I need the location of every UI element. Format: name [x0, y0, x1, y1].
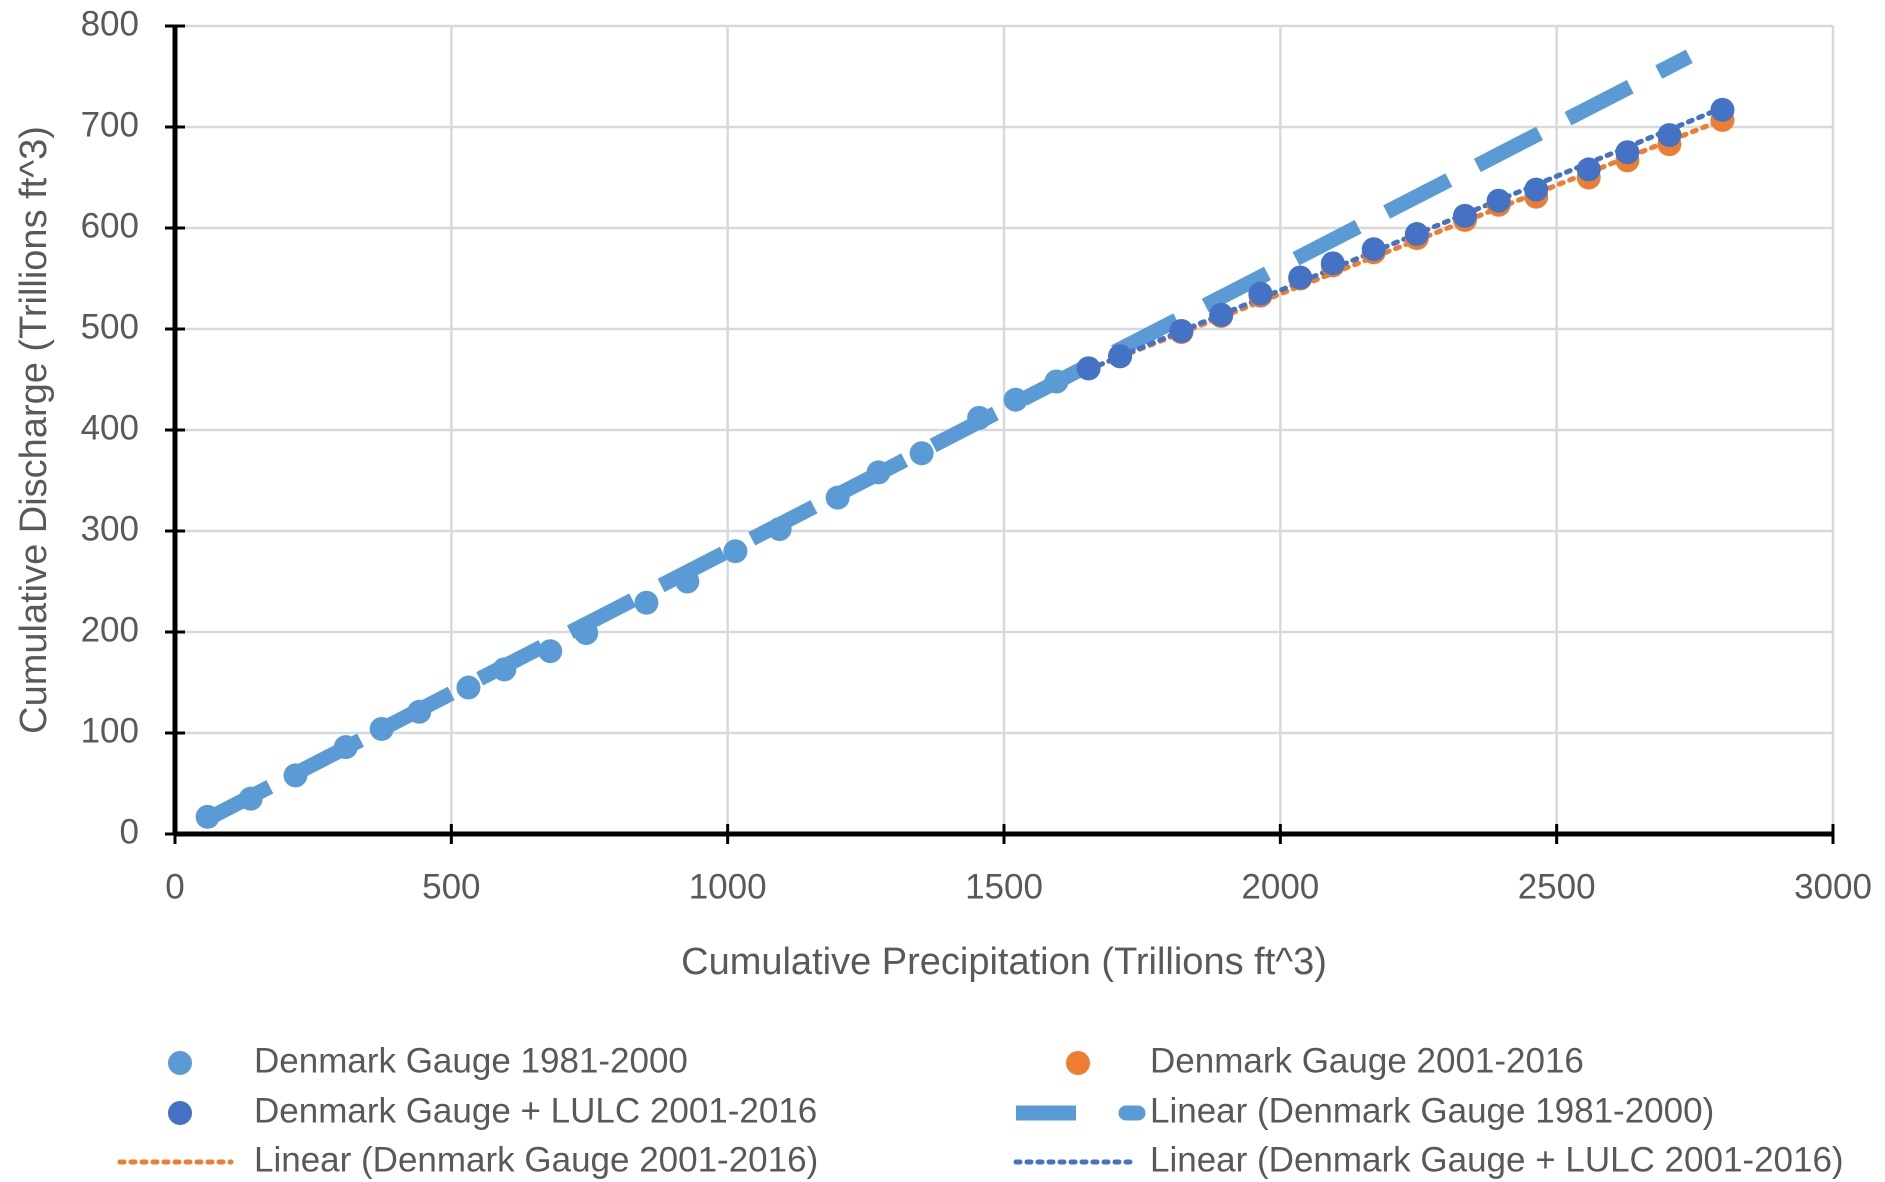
x-tick-label: 500	[422, 867, 480, 906]
legend-label: Denmark Gauge 1981-2000	[254, 1041, 688, 1080]
point	[1486, 188, 1511, 213]
legend-item: Denmark Gauge 2001-2016	[1066, 1041, 1584, 1080]
point	[1044, 369, 1069, 394]
y-tick-label: 300	[81, 509, 139, 548]
x-tick-label: 1000	[689, 867, 767, 906]
y-tick-label: 0	[120, 812, 139, 851]
y-tick-label: 100	[81, 711, 139, 750]
trendline	[204, 49, 1693, 826]
legend-label: Linear (Denmark Gauge 1981-2000)	[1150, 1091, 1714, 1130]
x-tick-label: 2500	[1518, 867, 1596, 906]
point	[238, 786, 263, 811]
point	[723, 539, 748, 564]
legend-item: Linear (Denmark Gauge 2001-2016)	[117, 1140, 818, 1179]
point	[866, 460, 891, 485]
x-tick-label: 0	[165, 867, 184, 906]
point	[456, 675, 481, 700]
point	[1452, 203, 1477, 228]
point	[407, 699, 432, 724]
legend-item: Denmark Gauge + LULC 2001-2016	[168, 1091, 817, 1130]
point	[1003, 387, 1028, 412]
point	[492, 657, 517, 682]
y-tick-label: 500	[81, 307, 139, 346]
y-tick-label: 700	[81, 105, 139, 144]
point	[283, 763, 308, 788]
legend-label: Denmark Gauge + LULC 2001-2016	[254, 1091, 817, 1130]
point	[1076, 356, 1101, 381]
legend-item: Linear (Denmark Gauge + LULC 2001-2016)	[1013, 1140, 1844, 1179]
point	[909, 441, 934, 466]
point	[538, 639, 563, 664]
point	[1404, 222, 1429, 247]
point	[333, 735, 358, 760]
x-axis-title: Cumulative Precipitation (Trillions ft^3…	[681, 941, 1327, 983]
y-tick-label: 800	[81, 4, 139, 43]
point	[1248, 281, 1273, 306]
legend-marker	[168, 1051, 192, 1075]
point	[1710, 97, 1735, 122]
y-axis-title: Cumulative Discharge (Trillions ft^3)	[13, 126, 55, 734]
point	[767, 516, 792, 541]
legend-label: Linear (Denmark Gauge + LULC 2001-2016)	[1150, 1140, 1844, 1179]
y-tick-label: 600	[81, 206, 139, 245]
x-tick-label: 3000	[1794, 867, 1872, 906]
point	[1576, 157, 1601, 182]
point	[1288, 265, 1313, 290]
point	[675, 569, 700, 594]
point	[1169, 319, 1194, 344]
x-tick-label: 2000	[1241, 867, 1319, 906]
point	[1108, 344, 1133, 369]
y-tick-label: 400	[81, 408, 139, 447]
legend-marker	[168, 1101, 192, 1125]
point	[1524, 177, 1549, 202]
legend-label: Linear (Denmark Gauge 2001-2016)	[254, 1140, 818, 1179]
point	[1361, 237, 1386, 262]
point	[1615, 140, 1640, 165]
legend-label: Denmark Gauge 2001-2016	[1150, 1041, 1584, 1080]
legend-marker	[1066, 1051, 1090, 1075]
point	[634, 590, 659, 615]
y-tick-label: 200	[81, 610, 139, 649]
point	[967, 405, 992, 430]
point	[825, 485, 850, 510]
legend-item: Denmark Gauge 1981-2000	[168, 1041, 688, 1080]
point	[369, 716, 394, 741]
x-tick-label: 1500	[965, 867, 1043, 906]
point	[1209, 302, 1234, 327]
point	[195, 804, 220, 829]
point	[574, 621, 599, 646]
legend-item: Linear (Denmark Gauge 1981-2000)	[1016, 1091, 1714, 1130]
point	[1657, 123, 1682, 148]
point	[1320, 251, 1345, 276]
